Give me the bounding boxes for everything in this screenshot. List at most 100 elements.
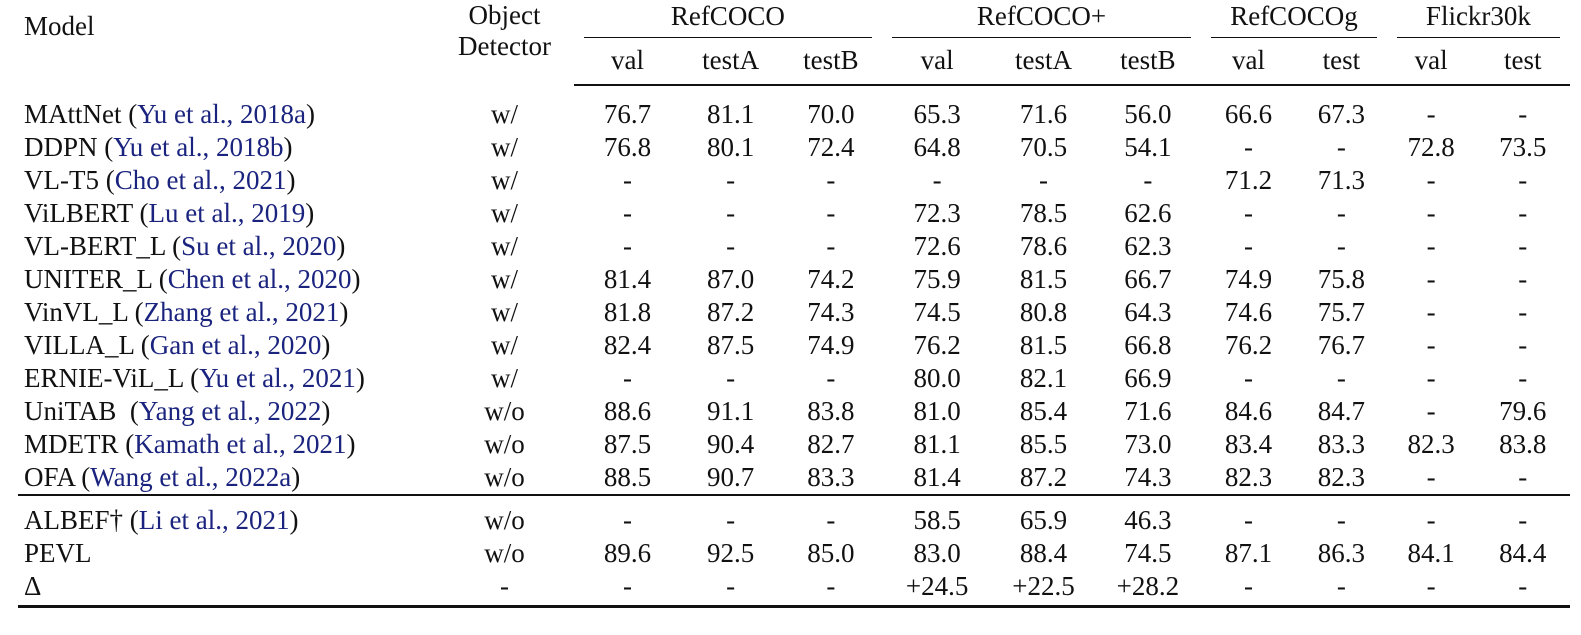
score-cell: 62.3 xyxy=(1124,231,1172,261)
citation-link[interactable]: Li et al., 2021 xyxy=(138,505,290,535)
score-cell: - xyxy=(932,165,942,195)
score-cell: 46.3 xyxy=(1094,494,1202,537)
citation-link[interactable]: Kamath et al., 2021 xyxy=(134,429,347,459)
table-row: VL-T5 (Cho et al., 2021) w/ - - - - - - 71.2 71.3… xyxy=(18,164,1570,197)
score-cell: 66.6 xyxy=(1224,99,1273,129)
model-cell: VILLA_L (Gan et al., 2020) xyxy=(18,329,435,362)
header-split: val xyxy=(1201,38,1296,86)
score-cell: - xyxy=(726,165,736,195)
score-cell: - xyxy=(573,570,682,608)
score-cell: 86.3 xyxy=(1317,538,1365,568)
score-cell: - xyxy=(1426,396,1436,426)
score-cell: - xyxy=(1518,330,1528,360)
model-name: VL-T5 xyxy=(24,165,99,195)
table-row: OFA (Wang et al., 2022a) w/o 88.5 90.7 83.3 8… xyxy=(18,461,1570,495)
model-name: ALBEF† xyxy=(24,505,124,535)
score-cell: 71.3 xyxy=(1317,165,1365,195)
model-name: PEVL xyxy=(24,538,92,568)
score-cell: 71.2 xyxy=(1224,165,1273,195)
model-name: VILLA_L xyxy=(24,330,134,360)
score-cell: 80.1 xyxy=(706,132,755,162)
results-table: Model Object Detector RefCOCO RefCOCO+ Re… xyxy=(18,0,1570,608)
citation-link[interactable]: Zhang et al., 2021 xyxy=(143,297,340,327)
score-cell: 84.6 xyxy=(1224,396,1273,426)
citation-link[interactable]: Cho et al., 2021 xyxy=(114,165,287,195)
score-cell: - xyxy=(826,198,836,228)
score-cell: - xyxy=(826,231,836,261)
score-cell: 81.1 xyxy=(706,99,755,129)
score-cell: 56.0 xyxy=(1124,99,1172,129)
citation-link[interactable]: Yu et al., 2018b xyxy=(113,132,284,162)
header-split: test xyxy=(1475,38,1570,86)
citation-link[interactable]: Wang et al., 2022a xyxy=(90,462,292,492)
score-cell: - xyxy=(1201,570,1296,608)
citation-link[interactable]: Yang et al., 2022 xyxy=(138,396,322,426)
score-cell: - xyxy=(1336,363,1346,393)
citation-link[interactable]: Yu et al., 2018a xyxy=(137,98,306,129)
citation-close: ) xyxy=(291,462,301,492)
score-cell: 72.6 xyxy=(913,231,961,261)
score-cell: - xyxy=(779,494,883,537)
citation-open: ( xyxy=(74,462,91,492)
score-cell: - xyxy=(573,494,682,537)
score-cell: 85.5 xyxy=(1019,429,1068,459)
header-object-detector: Object Detector xyxy=(458,0,551,61)
table-body-ours: ALBEF† (Li et al., 2021) w/o - - -58.5 65.9 46… xyxy=(18,494,1570,608)
citation-link[interactable]: Su et al., 2020 xyxy=(181,231,337,261)
score-cell: 82.1 xyxy=(1019,363,1068,393)
model-cell: VinVL_L (Zhang et al., 2021) xyxy=(18,296,435,329)
detector-cell: w/ xyxy=(490,330,518,360)
score-cell: 54.1 xyxy=(1124,132,1172,162)
score-cell: 80.0 xyxy=(913,363,961,393)
model-cell: VL-T5 (Cho et al., 2021) xyxy=(18,164,435,197)
detector-cell: w/ xyxy=(490,231,518,261)
score-cell: 79.6 xyxy=(1499,396,1547,426)
citation-open: ( xyxy=(183,363,200,393)
score-cell: 89.6 xyxy=(603,538,652,568)
score-cell: 90.4 xyxy=(706,429,755,459)
score-cell: +28.2 xyxy=(1094,570,1202,608)
table-row: MDETR (Kamath et al., 2021) w/o 87.5 90.4 82… xyxy=(18,428,1570,461)
citation-link[interactable]: Yu et al., 2021 xyxy=(199,363,356,393)
score-cell: 74.6 xyxy=(1224,297,1273,327)
score-cell: - xyxy=(1426,231,1436,261)
score-cell: - xyxy=(1475,570,1570,608)
score-cell: 64.8 xyxy=(913,132,961,162)
score-cell: 81.5 xyxy=(1019,264,1068,294)
citation-close: ) xyxy=(351,264,361,294)
score-cell: 81.0 xyxy=(913,396,961,426)
detector-cell: w/ xyxy=(490,363,518,393)
header-split: testA xyxy=(681,38,780,86)
score-cell: - xyxy=(1518,462,1528,492)
score-cell: 87.5 xyxy=(603,429,652,459)
score-cell: - xyxy=(1426,363,1436,393)
table-row: ViLBERT (Lu et al., 2019) w/ - - - 72.3 78.5 62… xyxy=(18,197,1570,230)
score-cell: 87.1 xyxy=(1224,538,1273,568)
score-cell: 82.3 xyxy=(1317,462,1365,492)
score-cell: - xyxy=(1518,297,1528,327)
citation-open: ( xyxy=(127,297,144,327)
score-cell: - xyxy=(726,363,736,393)
score-cell: - xyxy=(1518,363,1528,393)
score-cell: 76.2 xyxy=(913,330,961,360)
citation-link[interactable]: Gan et al., 2020 xyxy=(149,330,322,360)
score-cell: - xyxy=(1426,99,1436,129)
score-cell: 74.5 xyxy=(913,297,961,327)
score-cell: - xyxy=(681,494,780,537)
score-cell: 81.8 xyxy=(603,297,652,327)
header-split: test xyxy=(1295,38,1387,86)
score-cell: 74.9 xyxy=(807,330,855,360)
model-cell: MDETR (Kamath et al., 2021) xyxy=(18,428,435,461)
citation-open: ( xyxy=(123,505,139,535)
citation-link[interactable]: Lu et al., 2019 xyxy=(148,198,306,228)
citation-link[interactable]: Chen et al., 2020 xyxy=(167,264,352,294)
table-row: VinVL_L (Zhang et al., 2021) w/81.8 87.2 74… xyxy=(18,296,1570,329)
model-cell: DDPN (Yu et al., 2018b) xyxy=(18,131,435,164)
score-cell: 73.5 xyxy=(1499,132,1547,162)
citation-close: ) xyxy=(286,165,296,195)
score-cell: - xyxy=(1243,132,1253,162)
score-cell: - xyxy=(1475,494,1570,537)
citation-open: ( xyxy=(98,165,115,195)
citation-close: ) xyxy=(336,231,346,261)
score-cell: 83.0 xyxy=(913,538,961,568)
